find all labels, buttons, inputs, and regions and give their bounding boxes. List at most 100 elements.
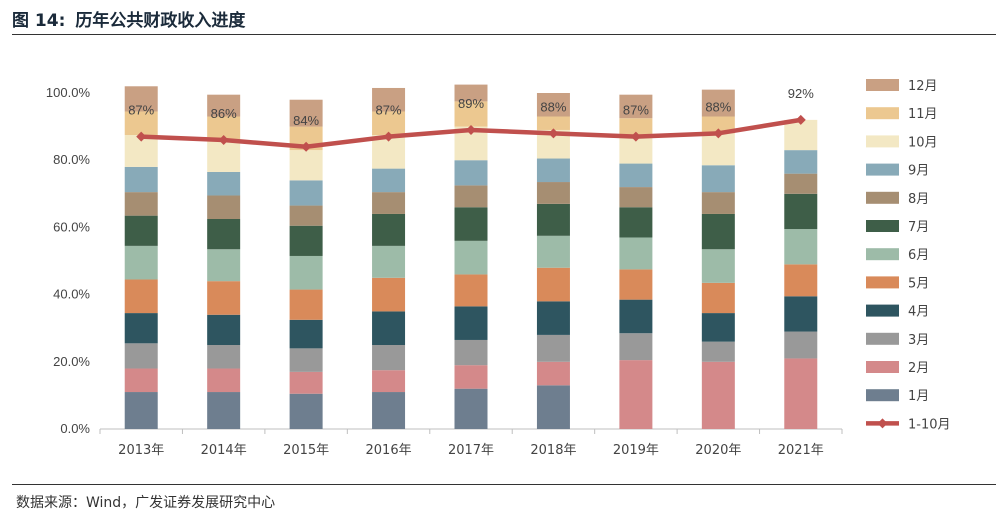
data-label: 87% bbox=[128, 103, 154, 118]
bar-segment bbox=[124, 86, 158, 112]
line-point bbox=[630, 131, 641, 142]
chart-legend: 12月 11月 10月 9月 8月 7月 6月 5月 4月 3月 2月 1月 1-10月 bbox=[866, 79, 951, 432]
bar-segment bbox=[536, 385, 570, 429]
bar-segment bbox=[619, 163, 653, 188]
legend-label: 9月 bbox=[908, 164, 929, 179]
data-label: 87% bbox=[376, 103, 402, 118]
line-point bbox=[301, 141, 312, 152]
bar-segment bbox=[619, 207, 653, 238]
bar-segment bbox=[701, 89, 735, 117]
bar-segment bbox=[454, 365, 488, 389]
bar-segment bbox=[372, 192, 406, 214]
bar-segment bbox=[619, 94, 653, 119]
bar-segment bbox=[701, 341, 735, 362]
y-tick-label: 20.0% bbox=[53, 354, 90, 369]
data-label: 89% bbox=[458, 96, 484, 111]
bar-segment bbox=[372, 213, 406, 246]
legend-label: 4月 bbox=[908, 305, 929, 320]
bar-segment bbox=[124, 166, 158, 193]
bottom-rule bbox=[12, 484, 996, 485]
top-rule bbox=[12, 34, 996, 35]
bar-segment bbox=[454, 160, 488, 186]
bar-segment bbox=[289, 99, 323, 127]
bar-segment bbox=[784, 358, 818, 429]
bar-segment bbox=[784, 264, 818, 297]
bar-segment bbox=[289, 348, 323, 372]
bar-segment bbox=[372, 370, 406, 393]
x-tick-label: 2013年 bbox=[118, 443, 164, 458]
bar-segment bbox=[124, 192, 158, 216]
legend-swatch bbox=[866, 304, 899, 317]
x-tick-label: 2017年 bbox=[448, 443, 494, 458]
bar-segment bbox=[454, 306, 488, 340]
data-label: 92% bbox=[788, 86, 814, 101]
bar-segment bbox=[289, 393, 323, 429]
bar-segment bbox=[619, 299, 653, 334]
y-tick-label: 0.0% bbox=[60, 421, 90, 436]
legend-label: 10月 bbox=[908, 135, 938, 150]
line-point bbox=[713, 128, 724, 139]
bar-segment bbox=[454, 101, 488, 127]
bar-segment bbox=[619, 237, 653, 270]
bar-segment bbox=[372, 111, 406, 135]
chart-line: 87% 86% 84% 87% 89% 88% 87% 88% 92% bbox=[128, 86, 814, 152]
bar-segment bbox=[372, 345, 406, 371]
line-point bbox=[136, 131, 147, 142]
bar-segment bbox=[289, 319, 323, 349]
bar-segment bbox=[207, 392, 241, 429]
legend-label: 12月 bbox=[908, 79, 938, 94]
legend-swatch bbox=[866, 389, 899, 402]
line-point bbox=[466, 124, 476, 135]
data-label: 88% bbox=[705, 99, 731, 114]
legend-label: 8月 bbox=[908, 192, 929, 207]
line-point bbox=[383, 131, 394, 142]
x-tick-label: 2021年 bbox=[778, 443, 824, 458]
bar-segment bbox=[207, 219, 241, 250]
bar-segment bbox=[124, 392, 158, 429]
bar-segment bbox=[784, 193, 818, 230]
bar-segment bbox=[701, 116, 735, 134]
bar-segment bbox=[536, 182, 570, 204]
bar-segment bbox=[536, 93, 570, 117]
bar-segment bbox=[207, 140, 241, 172]
legend-label: 3月 bbox=[908, 333, 929, 348]
legend-swatch bbox=[866, 107, 899, 120]
legend-swatch bbox=[866, 135, 899, 148]
bar-segment bbox=[124, 215, 158, 246]
bar-segment bbox=[536, 116, 570, 130]
legend-swatch bbox=[866, 276, 899, 289]
y-tick-label: 40.0% bbox=[53, 287, 90, 302]
legend-swatch bbox=[866, 163, 899, 176]
figure-label: 图 14: bbox=[12, 11, 66, 31]
line-point bbox=[548, 128, 559, 139]
bar-segment bbox=[207, 171, 241, 196]
bar-segment bbox=[454, 185, 488, 208]
bar-segment bbox=[701, 165, 735, 193]
x-tick-label: 2014年 bbox=[201, 443, 247, 458]
bar-segment bbox=[784, 229, 818, 265]
legend-label: 2月 bbox=[908, 361, 929, 376]
legend-label: 6月 bbox=[908, 248, 929, 263]
y-tick-label: 80.0% bbox=[53, 152, 90, 167]
figure-title-text: 历年公共财政收入进度 bbox=[75, 11, 246, 31]
legend-swatch bbox=[866, 332, 899, 345]
x-tick-label: 2018年 bbox=[530, 443, 576, 458]
legend-swatch bbox=[866, 361, 899, 373]
bar-segment bbox=[207, 94, 241, 117]
bar-segment bbox=[289, 150, 323, 181]
data-label: 86% bbox=[211, 106, 237, 121]
bar-segment bbox=[124, 368, 158, 393]
bar-segment bbox=[207, 345, 241, 369]
bar-segment bbox=[619, 333, 653, 361]
x-tick-label: 2019年 bbox=[613, 443, 659, 458]
bar-segment bbox=[701, 249, 735, 283]
figure-title: 图 14: 历年公共财政收入进度 bbox=[12, 6, 245, 31]
bar-segment bbox=[207, 281, 241, 315]
bar-segment bbox=[124, 313, 158, 344]
data-label: 87% bbox=[623, 103, 649, 118]
bar-segment bbox=[701, 192, 735, 214]
bar-segment bbox=[207, 368, 241, 393]
bar-segment bbox=[784, 173, 818, 194]
bar-segment bbox=[701, 282, 735, 314]
